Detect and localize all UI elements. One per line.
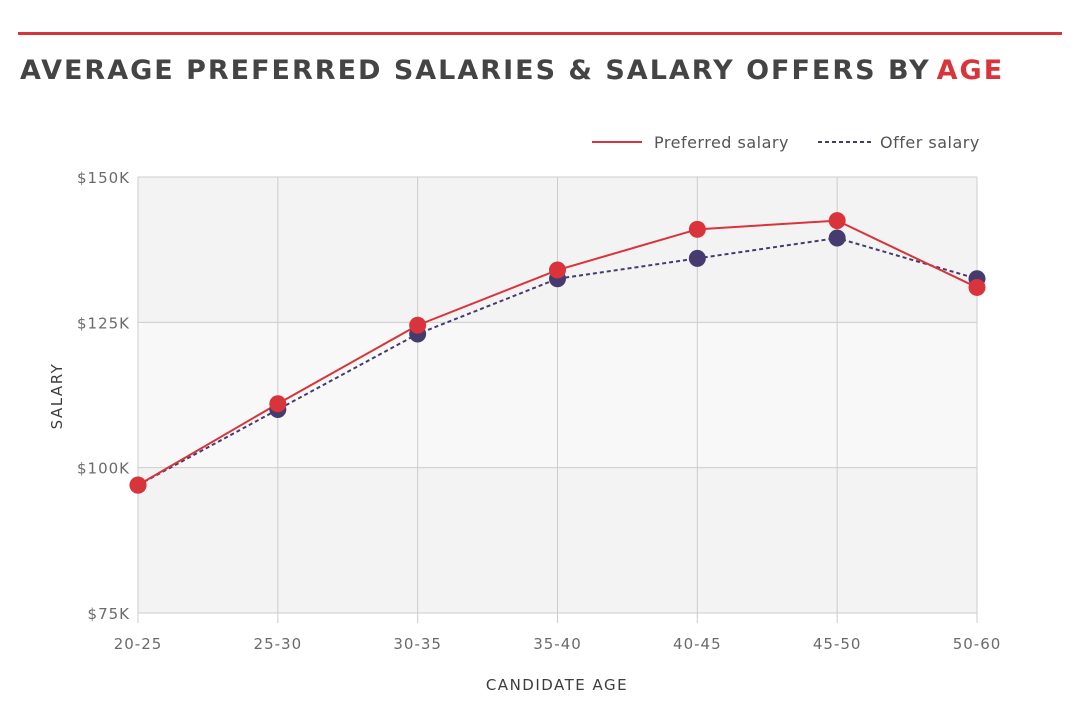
top-rule [18, 32, 1062, 35]
x-axis-title: CANDIDATE AGE [486, 676, 628, 694]
data-point-preferred [269, 395, 287, 413]
x-tick-label: 25-30 [254, 635, 303, 653]
legend-preferred-label: Preferred salary [654, 133, 789, 152]
series-layer [129, 212, 986, 494]
data-point-offer [688, 249, 706, 267]
data-point-preferred [129, 476, 147, 494]
data-point-offer [828, 229, 846, 247]
y-tick-label: $150K [77, 169, 130, 187]
chart-title-main: AVERAGE PREFERRED SALARIES & SALARY OFFE… [20, 55, 931, 86]
grid-lines [137, 176, 978, 623]
data-point-preferred [688, 220, 706, 238]
y-tick-label: $100K [77, 460, 130, 478]
x-tick-label: 40-45 [673, 635, 722, 653]
x-tick-label: 20-25 [114, 635, 163, 653]
x-tick-label: 45-50 [813, 635, 862, 653]
data-point-preferred [409, 316, 427, 334]
legend: Preferred salary Offer salary [592, 133, 980, 152]
y-axis: $75K $100K $125K $150K [77, 169, 131, 623]
x-tick-label: 35-40 [533, 635, 582, 653]
y-axis-title: SALARY [48, 363, 66, 430]
x-axis: 20-25 25-30 30-35 35-40 40-45 45-50 50-60 [114, 635, 1002, 653]
data-point-preferred [549, 261, 566, 279]
y-tick-label: $125K [77, 314, 130, 332]
x-tick-label: 50-60 [953, 635, 1002, 653]
chart-title-accent: AGE [936, 55, 1005, 86]
y-tick-label: $75K [88, 605, 131, 623]
data-point-preferred [828, 212, 846, 230]
chart-title: AVERAGE PREFERRED SALARIES & SALARY OFFE… [20, 55, 1004, 86]
data-point-preferred [968, 278, 986, 296]
x-tick-label: 30-35 [393, 635, 442, 653]
legend-offer-label: Offer salary [880, 133, 980, 152]
